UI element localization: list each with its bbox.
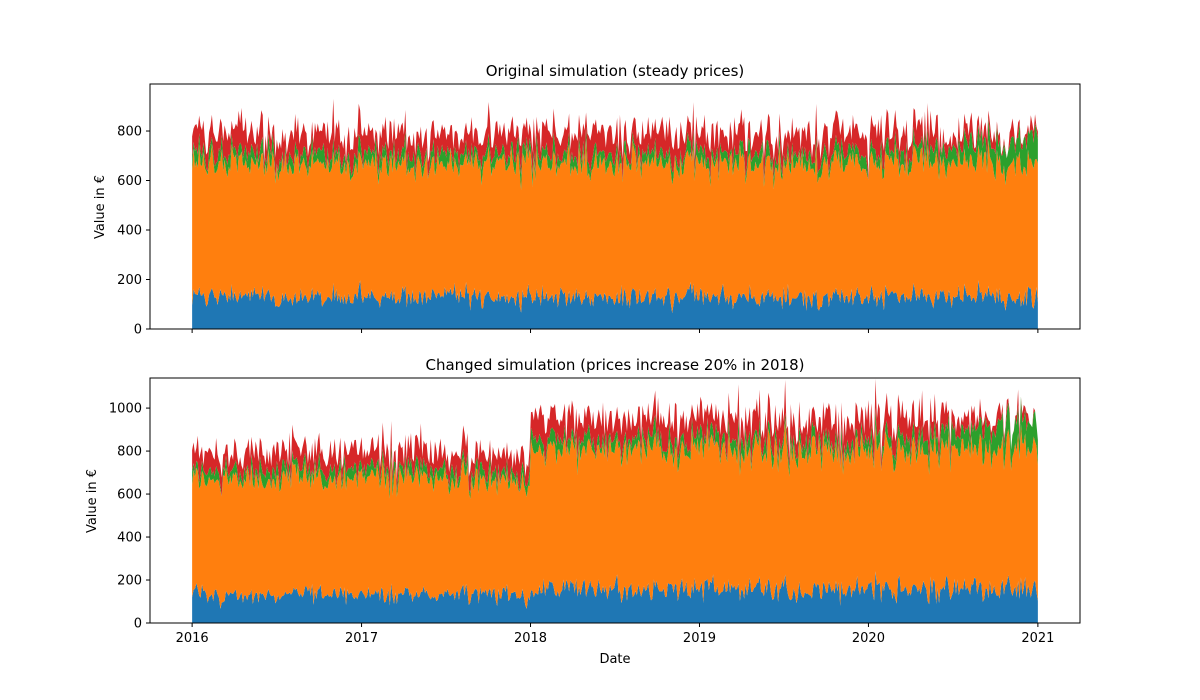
y-tick-label: 1000	[109, 402, 142, 417]
area-series-1	[192, 420, 1038, 609]
y-tick-label: 200	[117, 273, 142, 288]
y-tick-label: 0	[134, 617, 142, 632]
y-tick-label: 600	[117, 488, 142, 503]
area-series-3	[192, 98, 1038, 183]
y-tick-label: 600	[117, 174, 142, 189]
x-tick-label: 2017	[345, 631, 378, 646]
area-series-2	[192, 396, 1038, 500]
y-axis-label: Value in €	[85, 469, 100, 533]
y-tick-label: 400	[117, 531, 142, 546]
y-axis-label: Value in €	[93, 175, 108, 239]
panel-original: Original simulation (steady prices) Valu…	[93, 62, 1081, 338]
area-series-0	[192, 280, 1038, 329]
x-tick-label: 2018	[514, 631, 547, 646]
plot-frame	[149, 377, 1081, 624]
area-series-3	[192, 378, 1038, 497]
chart-title: Original simulation (steady prices)	[486, 62, 745, 80]
x-tick-label: 2019	[683, 631, 716, 646]
x-axis-label: Date	[599, 652, 630, 667]
x-tick-label: 2021	[1021, 631, 1054, 646]
y-tick-label: 800	[117, 125, 142, 140]
x-axis	[191, 329, 1039, 333]
y-axis: 0 200 400 600 800 1000	[109, 402, 150, 632]
stacked-areas	[192, 378, 1038, 623]
area-series-0	[192, 571, 1038, 623]
plot-frame	[149, 83, 1081, 330]
x-tick-label: 2016	[176, 631, 209, 646]
panel-changed: Changed simulation (prices increase 20% …	[85, 356, 1081, 667]
chart-title: Changed simulation (prices increase 20% …	[425, 356, 804, 374]
y-tick-label: 400	[117, 224, 142, 239]
x-axis: 2016 2017 2018 2019 2020 2021	[176, 623, 1054, 646]
y-axis: 0 200 400 600 800	[117, 125, 150, 338]
x-tick-label: 2020	[852, 631, 885, 646]
area-series-1	[192, 138, 1038, 313]
y-tick-label: 0	[134, 323, 142, 338]
area-series-2	[192, 117, 1038, 191]
stacked-areas	[192, 98, 1038, 329]
y-tick-label: 800	[117, 445, 142, 460]
y-tick-label: 200	[117, 574, 142, 589]
